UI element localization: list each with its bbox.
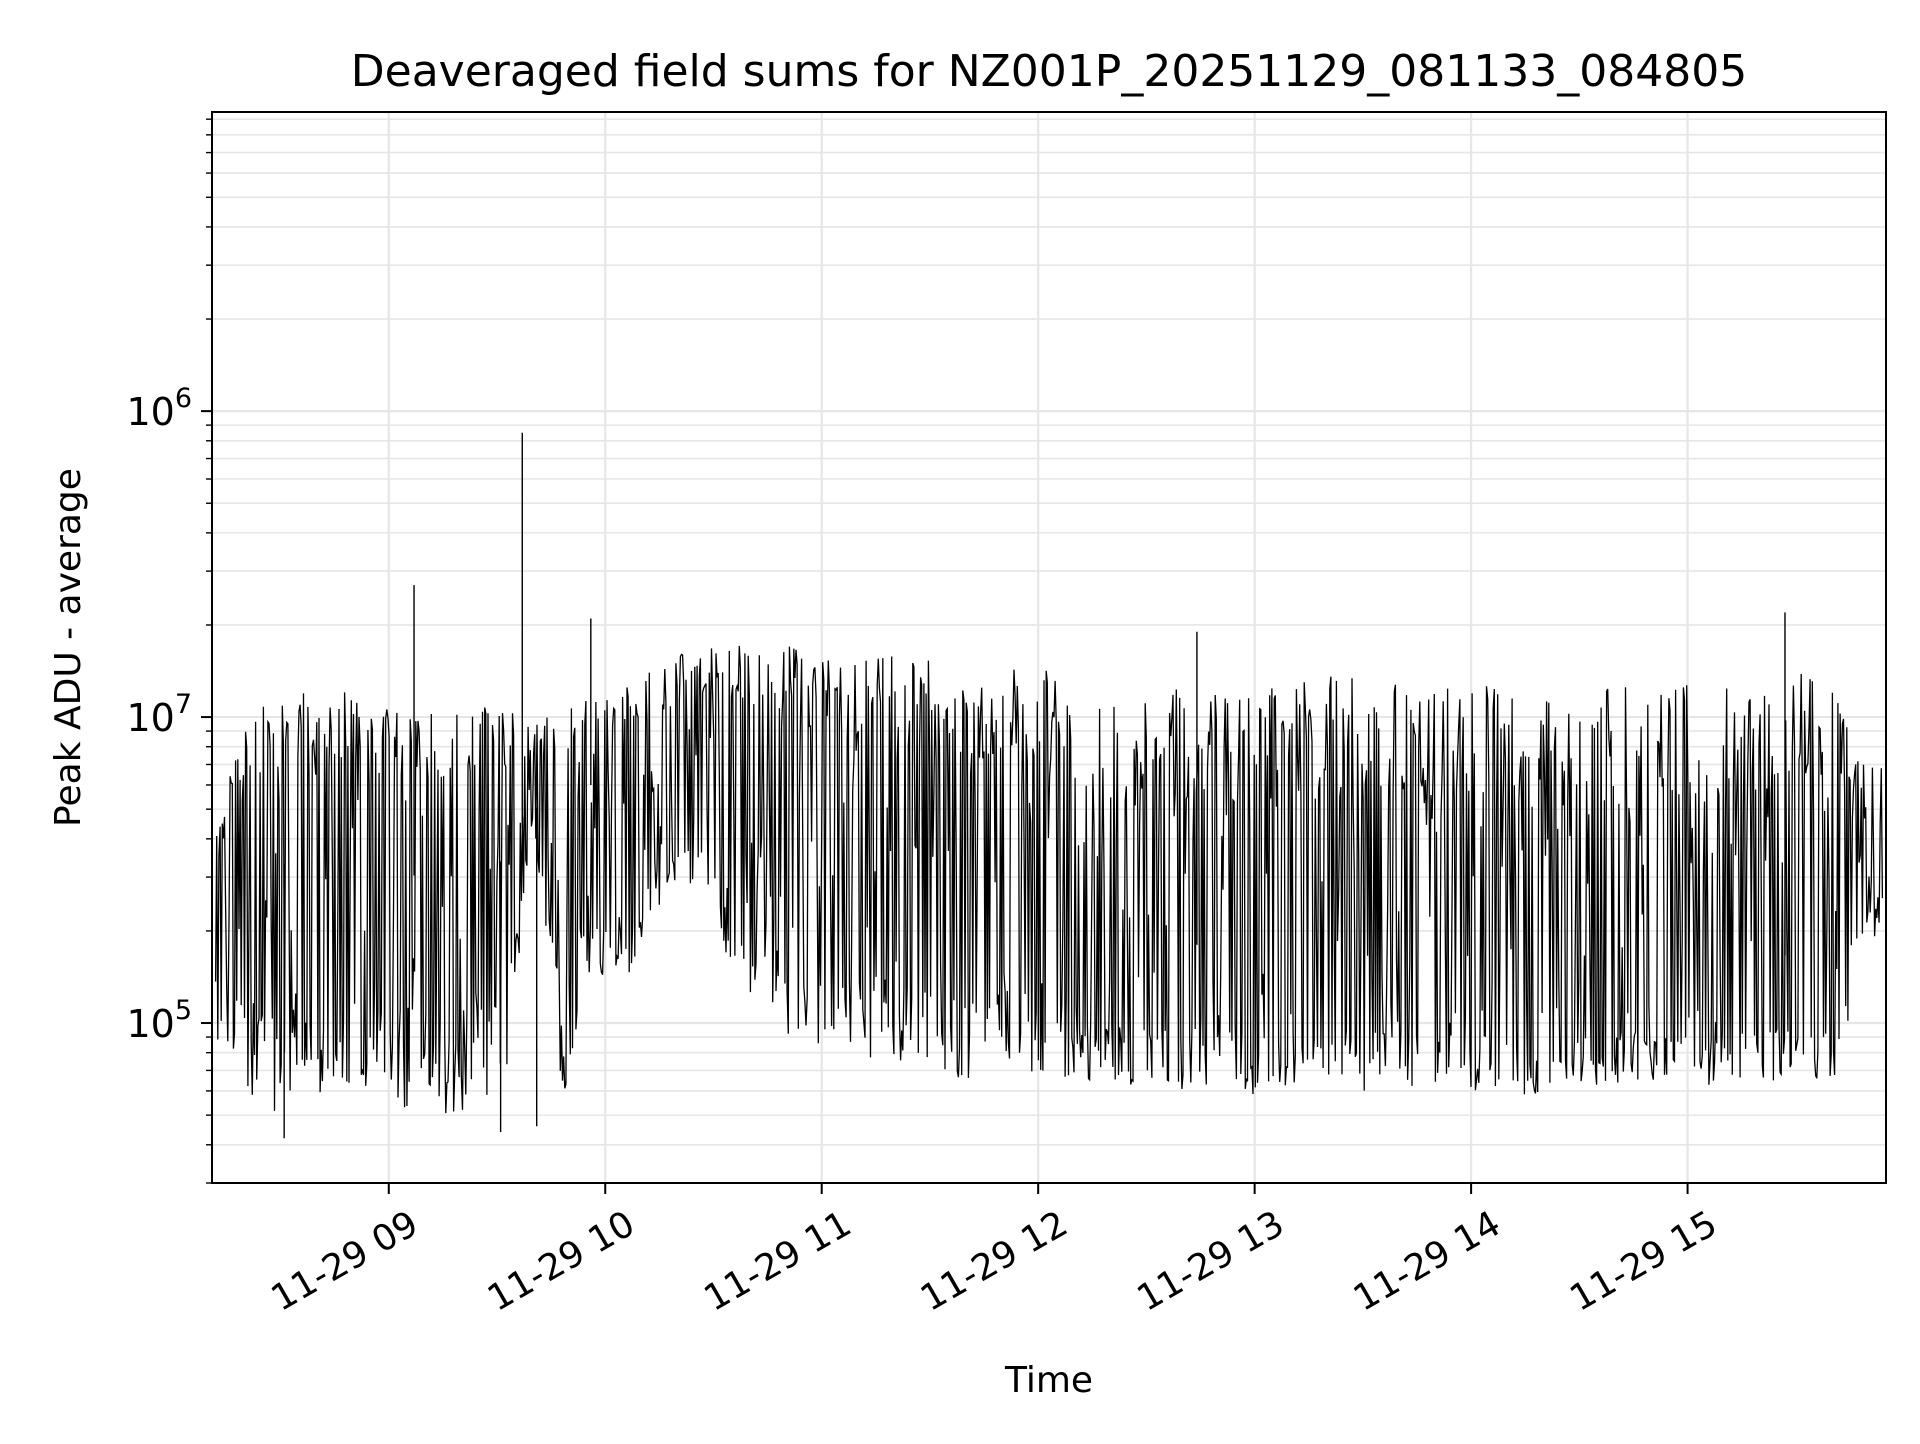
series-line — [214, 645, 1884, 1114]
y-tick-label-base: 10 — [126, 1002, 174, 1046]
x-axis-label: Time — [1004, 1360, 1093, 1401]
y-tick-label-base: 10 — [126, 696, 174, 740]
plot-frame — [211, 111, 1887, 1184]
y-tick-label: 105 — [126, 995, 192, 1046]
y-tick-label-exponent: 5 — [175, 995, 192, 1026]
y-tick-label-base: 10 — [126, 390, 174, 434]
y-tick-label: 106 — [126, 383, 192, 434]
y-axis-label: Peak ADU - average — [48, 468, 89, 827]
y-tick-label-exponent: 6 — [175, 383, 192, 414]
y-tick-label-exponent: 7 — [175, 689, 192, 720]
y-tick-label: 107 — [126, 689, 192, 740]
chart-title: Deaveraged field sums for NZ001P_2025112… — [351, 46, 1747, 97]
data-layer — [214, 432, 1884, 1139]
